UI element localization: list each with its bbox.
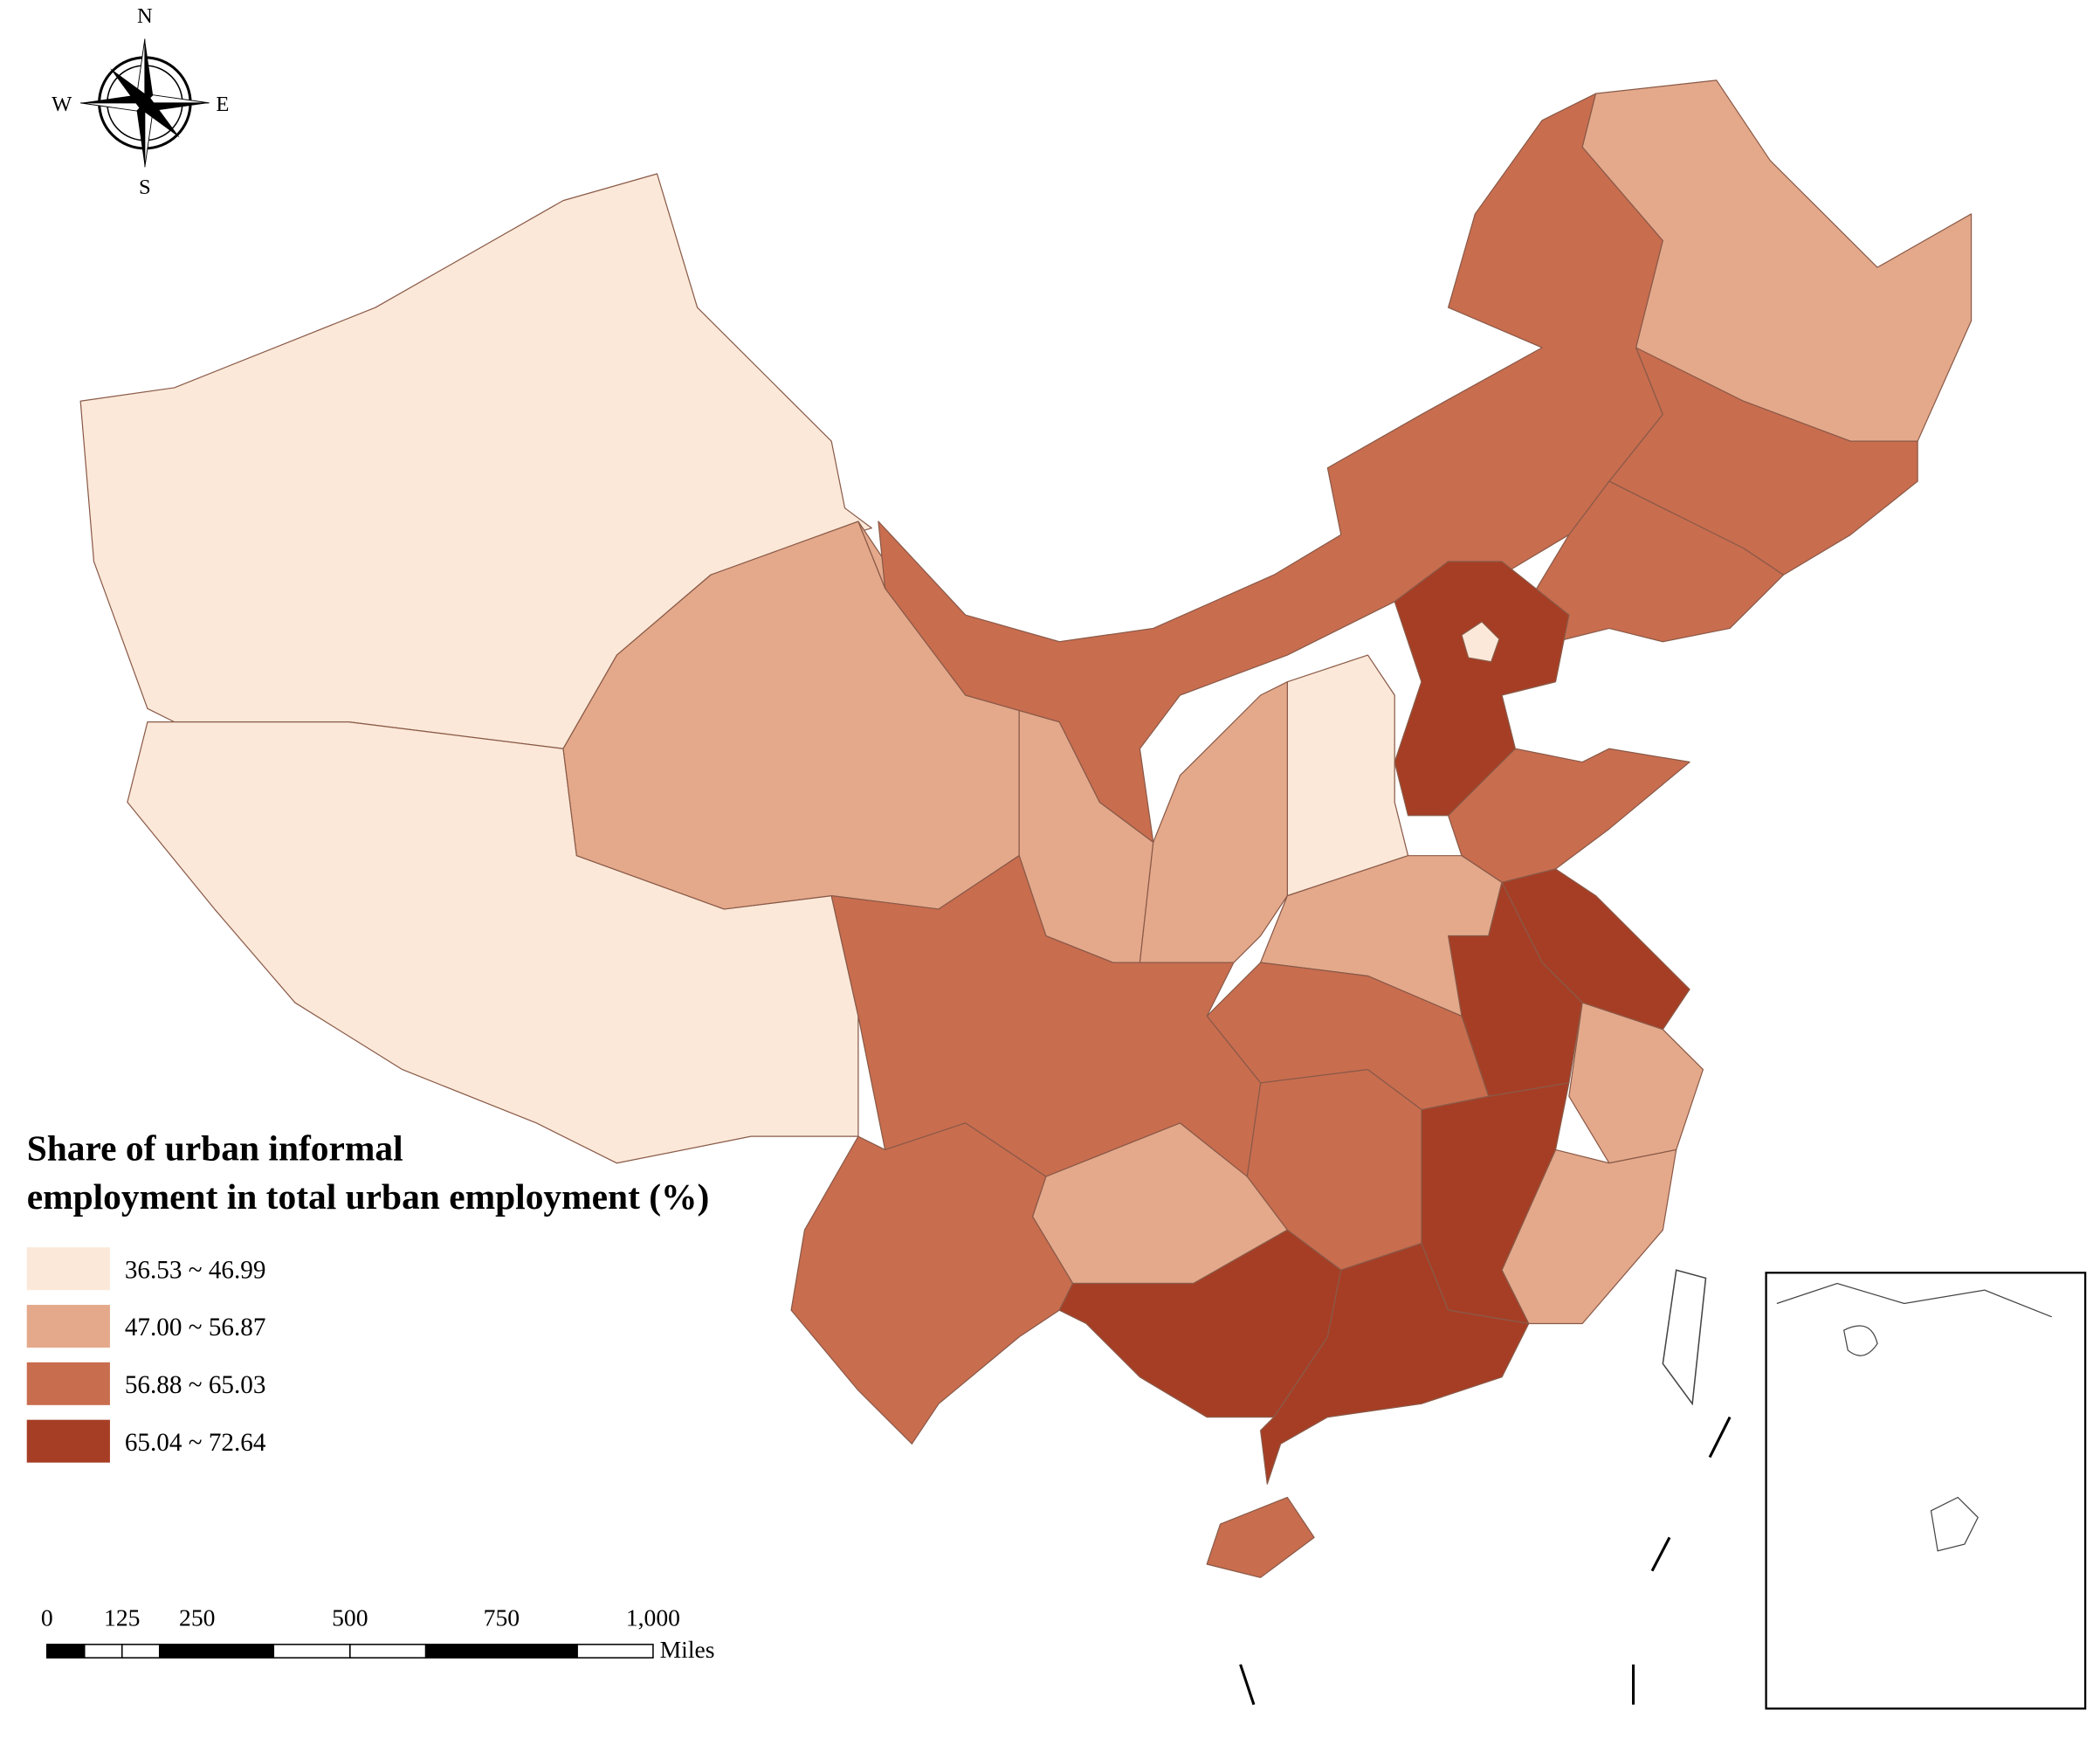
scale-segment bbox=[120, 1644, 161, 1659]
scale-segment bbox=[158, 1644, 198, 1659]
compass-e: E bbox=[216, 93, 229, 116]
legend-label: 36.53 ~ 46.99 bbox=[125, 1256, 266, 1284]
taiwan bbox=[1662, 1269, 1707, 1406]
yunnan bbox=[790, 1122, 1074, 1445]
scale-label: 750 bbox=[484, 1604, 520, 1631]
scale-segment bbox=[424, 1644, 503, 1659]
inset-lines bbox=[1776, 1282, 2052, 1552]
compass-n: N bbox=[137, 4, 153, 28]
scale-unit: Miles bbox=[660, 1636, 715, 1663]
legend-label: 65.04 ~ 72.64 bbox=[125, 1429, 266, 1457]
hebei bbox=[1394, 561, 1570, 817]
scale-segment bbox=[196, 1644, 275, 1659]
legend-swatch bbox=[26, 1247, 110, 1291]
island-lines bbox=[1239, 1416, 1732, 1706]
scale-label: 0 bbox=[41, 1604, 53, 1631]
provinces bbox=[79, 79, 1973, 1578]
scale-segment bbox=[349, 1644, 427, 1659]
legend-swatch bbox=[26, 1362, 110, 1405]
compass: N S W E bbox=[52, 4, 229, 199]
scale-bar: 0 125 250 500 750 1,000 Miles bbox=[41, 1604, 715, 1663]
inset-frame bbox=[1765, 1272, 2087, 1710]
legend-title: employment in total urban employment (%) bbox=[27, 1176, 710, 1217]
scale-label: 250 bbox=[179, 1604, 215, 1631]
legend-label: 47.00 ~ 56.87 bbox=[125, 1314, 266, 1341]
legend-title: Share of urban informal bbox=[27, 1128, 403, 1169]
legend: Share of urban informal employment in tot… bbox=[26, 1128, 710, 1463]
scale-label: 1,000 bbox=[626, 1604, 680, 1631]
shanxi bbox=[1286, 654, 1409, 897]
shaanxi bbox=[1139, 681, 1288, 963]
scale-segment bbox=[45, 1644, 86, 1659]
legend-swatch bbox=[26, 1305, 110, 1348]
scale-label: 500 bbox=[332, 1604, 368, 1631]
scale-segment bbox=[500, 1644, 578, 1659]
legend-swatch bbox=[26, 1419, 110, 1463]
legend-label: 56.88 ~ 65.03 bbox=[125, 1371, 266, 1399]
zhejiang bbox=[1568, 1002, 1704, 1164]
scale-segment bbox=[83, 1644, 123, 1659]
guangdong bbox=[1260, 1243, 1530, 1485]
scale-label: 125 bbox=[104, 1604, 140, 1631]
compass-s: S bbox=[139, 176, 151, 199]
hainan bbox=[1206, 1496, 1315, 1578]
scale-segment bbox=[272, 1644, 351, 1659]
scale-segment bbox=[576, 1644, 654, 1659]
beijing bbox=[1461, 621, 1500, 663]
jilin bbox=[1608, 347, 1918, 576]
compass-w: W bbox=[52, 93, 72, 116]
